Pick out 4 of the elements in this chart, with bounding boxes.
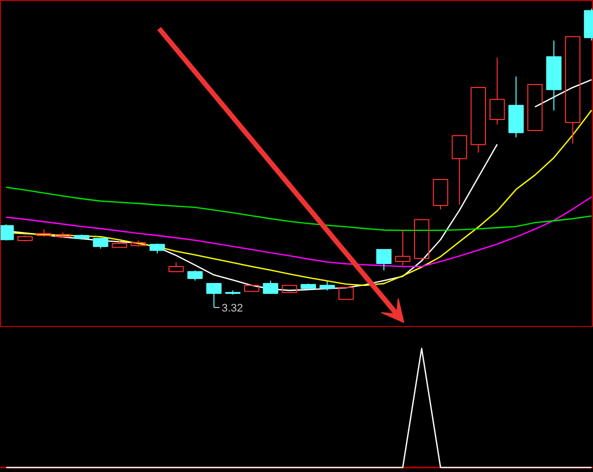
candlestick bbox=[490, 57, 505, 126]
annotation: 3.32 bbox=[222, 302, 243, 314]
candlestick bbox=[508, 76, 524, 138]
candlestick bbox=[546, 40, 562, 111]
